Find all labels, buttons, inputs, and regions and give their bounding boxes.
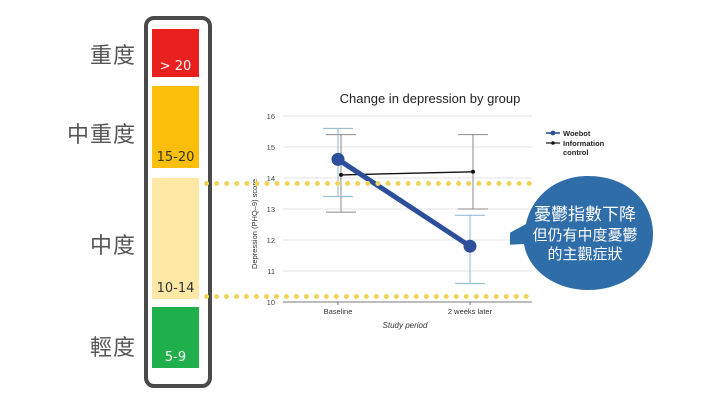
severity-level-name: 中度 <box>89 234 136 259</box>
chart-series <box>323 127 488 284</box>
legend-label: control <box>563 148 588 157</box>
data-point <box>331 152 345 166</box>
severity-band-mild: 5-9 <box>152 307 199 368</box>
series-line <box>336 157 472 249</box>
callout-line-3: 的主觀症狀 <box>547 245 623 263</box>
severity-range-label: 5-9 <box>164 350 187 365</box>
chart-axes: 10 11 12 13 14 15 16 Baseline 2 weeks later <box>267 112 532 316</box>
callout-bubble <box>510 176 653 290</box>
y-axis-label: Depression (PHQ–9) score <box>250 179 259 269</box>
severity-level-name: 重度 <box>89 44 136 69</box>
y-tick-label: 14 <box>267 174 275 183</box>
severity-band-severe: > 20 <box>152 29 199 77</box>
chart-title: Change in depression by group <box>340 91 521 106</box>
severity-range-label: 15-20 <box>156 150 195 165</box>
severity-range-label: 10-14 <box>156 281 195 296</box>
y-tick-label: 16 <box>267 112 275 121</box>
data-point <box>463 239 477 253</box>
legend-swatch-marker <box>551 141 555 145</box>
severity-level-name: 中重度 <box>66 123 136 148</box>
x-tick-label: 2 weeks later <box>448 307 493 316</box>
legend-label: Woebot <box>563 129 591 138</box>
moderate-upper-guide <box>204 181 532 186</box>
x-tick-label: Baseline <box>324 307 353 316</box>
y-tick-label: 13 <box>267 205 275 214</box>
callout-text: 憂鬱指數下降 但仍有中度憂鬱 的主觀症狀 <box>510 205 660 264</box>
y-tick-label: 10 <box>267 298 275 307</box>
legend-label: Information <box>563 139 605 148</box>
callout-line-2: 但仍有中度憂鬱 <box>532 226 638 245</box>
data-point <box>339 172 343 177</box>
depression-chart: Change in depression by group 10 11 12 13 14… <box>250 91 605 330</box>
moderate-lower-guide <box>204 294 529 299</box>
x-axis-label: Study period <box>383 321 428 330</box>
data-point <box>471 169 475 174</box>
legend-swatch-marker <box>550 130 556 136</box>
chart-grid <box>283 115 532 303</box>
severity-band-moderately-severe: 15-20 <box>152 86 199 168</box>
severity-level-name: 輕度 <box>89 336 136 361</box>
y-tick-label: 12 <box>267 236 275 245</box>
y-tick-label: 11 <box>267 267 275 276</box>
severity-band-moderate: 10-14 <box>152 178 199 299</box>
severity-range-label: > 20 <box>159 59 192 74</box>
callout-line-1: 憂鬱指數下降 <box>534 205 636 225</box>
y-tick-label: 15 <box>267 143 275 152</box>
